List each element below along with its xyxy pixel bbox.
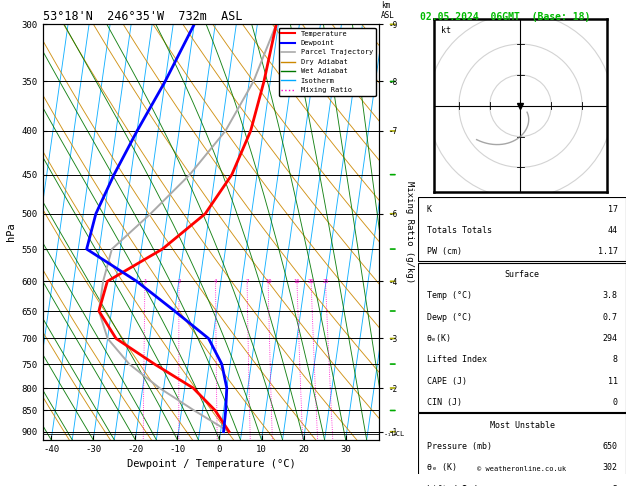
Text: 44: 44 xyxy=(608,226,618,235)
Text: Pressure (mb): Pressure (mb) xyxy=(426,442,492,451)
Text: 20: 20 xyxy=(308,279,314,284)
Text: 7: 7 xyxy=(245,279,248,284)
Text: 17: 17 xyxy=(608,205,618,214)
Text: PW (cm): PW (cm) xyxy=(426,247,462,256)
Text: 2: 2 xyxy=(177,279,181,284)
Text: 10: 10 xyxy=(265,279,271,284)
Text: 0.7: 0.7 xyxy=(603,312,618,322)
Text: θₑ(K): θₑ(K) xyxy=(426,334,452,343)
Text: kt: kt xyxy=(441,26,451,35)
Text: CIN (J): CIN (J) xyxy=(426,398,462,407)
Text: 1: 1 xyxy=(143,279,147,284)
Text: km
ASL: km ASL xyxy=(381,1,395,20)
Text: 16: 16 xyxy=(294,279,300,284)
Text: CAPE (J): CAPE (J) xyxy=(426,377,467,386)
Text: 1.17: 1.17 xyxy=(598,247,618,256)
Text: 302: 302 xyxy=(603,463,618,472)
Text: Most Unstable: Most Unstable xyxy=(489,421,555,430)
Text: 3.8: 3.8 xyxy=(603,291,618,300)
Y-axis label: Mixing Ratio (g/kg): Mixing Ratio (g/kg) xyxy=(405,181,415,283)
Text: 2: 2 xyxy=(613,485,618,486)
Text: Surface: Surface xyxy=(504,270,540,279)
Text: Lifted Index: Lifted Index xyxy=(426,355,487,364)
Text: 53°18'N  246°35'W  732m  ASL: 53°18'N 246°35'W 732m ASL xyxy=(43,10,242,23)
Text: 4: 4 xyxy=(214,279,217,284)
Text: 02.05.2024  06GMT  (Base: 18): 02.05.2024 06GMT (Base: 18) xyxy=(420,12,591,22)
Text: θₑ (K): θₑ (K) xyxy=(426,463,457,472)
X-axis label: Dewpoint / Temperature (°C): Dewpoint / Temperature (°C) xyxy=(126,459,296,469)
Text: Dewp (°C): Dewp (°C) xyxy=(426,312,472,322)
Text: 8: 8 xyxy=(613,355,618,364)
Text: 25: 25 xyxy=(322,279,329,284)
Legend: Temperature, Dewpoint, Parcel Trajectory, Dry Adiabat, Wet Adiabat, Isotherm, Mi: Temperature, Dewpoint, Parcel Trajectory… xyxy=(279,28,376,96)
Text: © weatheronline.co.uk: © weatheronline.co.uk xyxy=(477,467,567,472)
Text: 650: 650 xyxy=(603,442,618,451)
Text: 11: 11 xyxy=(608,377,618,386)
Text: K: K xyxy=(426,205,431,214)
Y-axis label: hPa: hPa xyxy=(6,223,16,242)
Text: 294: 294 xyxy=(603,334,618,343)
Text: -₁LCL: -₁LCL xyxy=(384,431,404,437)
Text: Totals Totals: Totals Totals xyxy=(426,226,492,235)
Text: Temp (°C): Temp (°C) xyxy=(426,291,472,300)
Text: 0: 0 xyxy=(613,398,618,407)
Text: Lifted Index: Lifted Index xyxy=(426,485,487,486)
